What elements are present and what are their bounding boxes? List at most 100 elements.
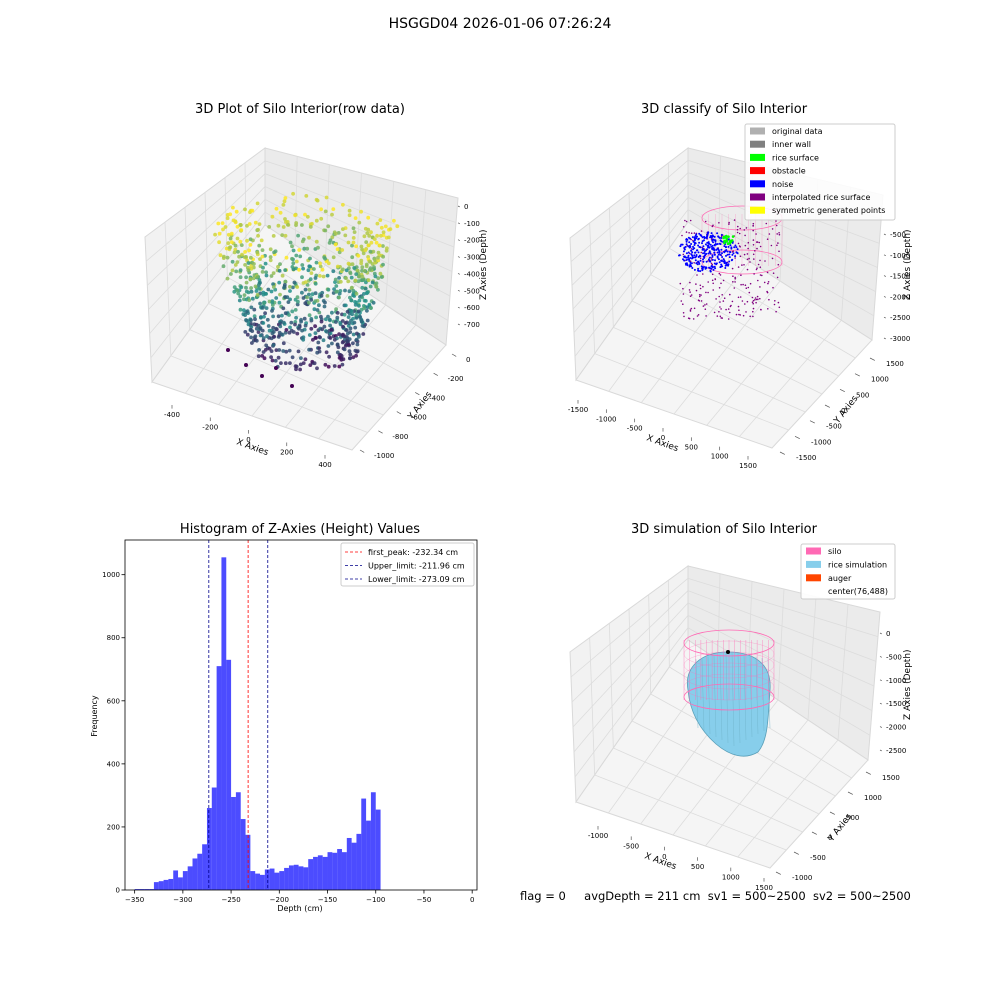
classify-interpolated-point [697,299,700,302]
classify-noise-point [720,248,723,251]
classify-interpolated-point [707,260,709,262]
classify-interpolated-point [776,244,778,247]
classify-y-tick-mark [824,404,830,408]
histogram-bar [153,882,159,890]
raw-data-point [376,258,381,263]
classify-noise-point [693,237,696,240]
classify-noise-point [735,246,738,249]
simulation-grid-line [687,577,879,638]
classify-noise-point [688,260,691,262]
raw-data-point [311,337,315,342]
raw-data-point [261,336,266,340]
raw-data-point [296,349,301,354]
raw-data-point [346,342,351,347]
raw-data-point [379,233,383,238]
raw-data-point [337,332,341,336]
raw-data-point [278,262,282,266]
classify-noise-point [712,268,715,271]
classify-interpolated-point [740,274,742,277]
classify-rice-surface-point [730,239,734,242]
raw-data-point [314,260,319,265]
classify-rice-surface-point [723,239,726,243]
simulation-z-tick-mark [879,702,882,705]
simulation-legend: silo rice simulation auger center(76,488) [800,543,896,600]
histogram-bar [356,833,362,890]
raw-data-point [341,357,346,362]
raw-data-point [327,317,332,322]
classify-interpolated-point [689,291,691,293]
raw-data-point [375,233,379,238]
classify-noise-point [695,249,698,252]
histogram-bar [231,796,236,890]
classify-interpolated-point [720,282,722,285]
raw-data-point [346,315,351,319]
raw-data-point [288,289,292,293]
classify-interpolated-point [742,283,744,286]
raw-data-point [367,234,372,238]
raw-data-point [337,250,342,255]
raw-data-point [248,243,253,247]
classify-interpolated-point [777,301,780,304]
raw-data-point [371,249,376,254]
raw-data-point [288,361,292,365]
raw-data-point [281,225,286,229]
raw-data-point [369,230,373,235]
raw-data-point [263,311,267,316]
raw-data-point [360,274,365,279]
raw-data-point [252,262,256,266]
simulation-z-tick-label: 0 [886,630,890,638]
classify-interpolated-point [754,299,756,301]
classify-x-tick-label: 1000 [711,453,729,461]
raw-data-point [238,307,243,312]
classify-noise-point [697,237,700,240]
raw-data-point [291,191,295,196]
raw-data-point [261,292,266,297]
classify-noise-point [701,242,703,245]
raw-data-point [335,350,340,355]
raw-data-point [237,298,242,303]
raw-data-point [319,293,324,298]
classify-legend-label: inner wall [772,140,811,149]
classify-noise-point [718,242,721,245]
status-flag: flag = 0 [520,889,566,903]
status-avg-depth: avgDepth = 211 cm [584,889,701,903]
status-line: flag = 0 avgDepth = 211 cm sv1 = 500~250… [520,889,940,903]
classify-noise-point [706,248,708,251]
raw-data-point [343,233,348,238]
raw-data-point [354,313,358,317]
classify-interpolated-point [696,315,699,317]
raw-data-point [292,280,297,285]
raw-data-point [354,291,359,296]
raw-data-point [255,201,260,206]
raw-z-tick-label: -300 [464,254,480,262]
classify-interpolated-point [689,309,692,311]
simulation-legend-label: auger [828,574,852,583]
classify-interpolated-point [741,264,743,266]
raw-data-point [293,213,297,218]
raw-data-point [340,248,345,252]
classify-interpolated-point [752,302,754,305]
raw-data-point [304,194,309,198]
raw-z-tick-mark [457,273,460,275]
raw-data-point [323,228,328,233]
raw-data-point [337,295,341,300]
raw-data-point [307,313,312,318]
classify-noise-point [687,258,690,261]
raw-data-point [307,347,311,352]
raw-data-point [370,280,375,285]
raw-data-point [278,292,282,297]
classify-legend-label: noise [772,180,793,189]
raw-data-point [378,271,383,276]
raw-z-tick-mark [457,222,460,225]
raw-data-point [347,213,352,218]
classify-interpolated-point [777,263,780,266]
classify-noise-point [715,248,718,251]
simulation-y-tick-mark [793,851,799,855]
histogram-bar [361,798,367,890]
raw-data-point [260,270,265,274]
classify-noise-point [730,246,733,249]
raw-data-point [278,321,283,326]
histogram-bar [370,792,376,890]
classify-y-tick-label: -1500 [796,454,816,462]
classify-interpolated-point [705,291,707,294]
